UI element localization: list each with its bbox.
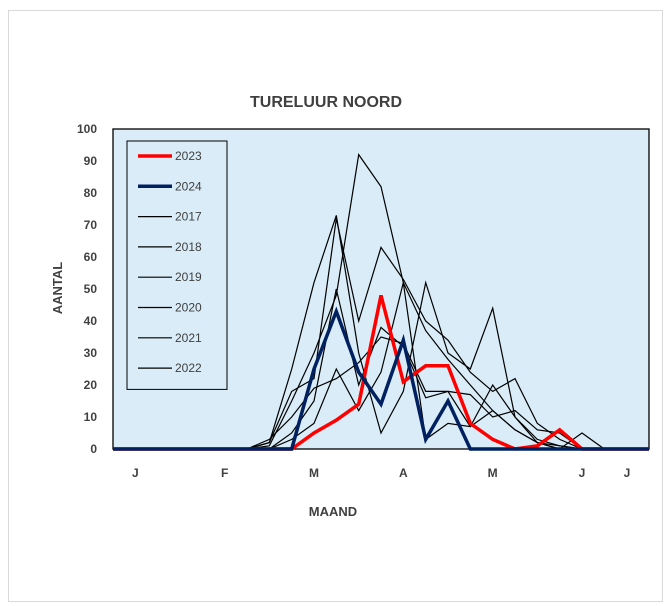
legend-label: 2018 [175,240,202,254]
x-tick-label: J [579,466,586,480]
y-tick-label: 70 [84,218,98,232]
x-tick-label: M [309,466,319,480]
x-tick-label: J [132,466,139,480]
legend-box [126,140,228,390]
series-lines [113,153,649,451]
x-tick-label: F [221,466,228,480]
line-chart: TURELUUR NOORD AANTAL MAAND 0 10 20 30 40 50 6… [50,94,650,519]
legend-label: 2022 [175,361,202,375]
y-tick-label: 60 [84,250,98,264]
series-line-2024 [113,306,649,451]
x-tick-label: J [624,466,631,480]
legend-label: 2017 [175,210,202,224]
y-tick-label: 20 [84,378,98,392]
y-tick-label: 80 [84,186,98,200]
y-tick-label: 0 [90,442,97,456]
legend-label: 2020 [175,301,202,315]
legend: 2023 2024 2017 2018 2019 2020 2021 2022 [126,140,228,390]
x-axis-label: MAAND [309,504,357,519]
x-tick-label: M [488,466,498,480]
y-tick-label: 30 [84,346,98,360]
y-tick-labels: 0 10 20 30 40 50 60 70 80 90 100 [77,122,97,456]
y-tick-label: 40 [84,314,98,328]
legend-label: 2024 [175,179,202,193]
x-tick-label: A [399,466,408,480]
y-tick-label: 90 [84,154,98,168]
y-axis-label: AANTAL [50,262,65,315]
chart-title: TURELUUR NOORD [250,94,402,111]
y-tick-label: 50 [84,282,98,296]
legend-label: 2021 [175,331,202,345]
y-tick-label: 10 [84,410,98,424]
y-tick-label: 100 [77,122,97,136]
chart-frame: TURELUUR NOORD AANTAL MAAND 0 10 20 30 40 50 6… [8,10,663,602]
legend-label: 2019 [175,270,202,284]
legend-label: 2023 [175,149,202,163]
